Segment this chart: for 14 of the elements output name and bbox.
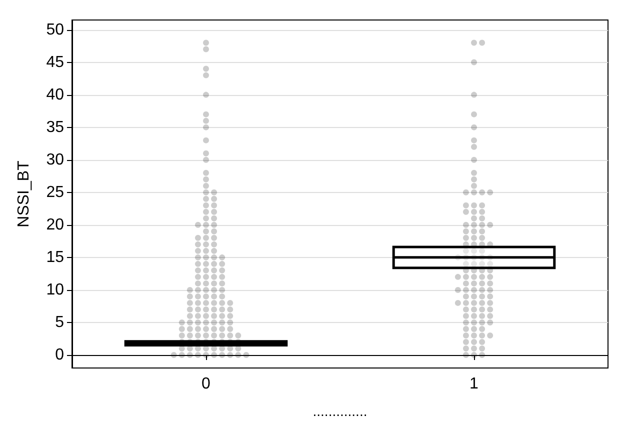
x-axis-title: .............. [312, 403, 368, 419]
y-tick-label: 30 [46, 151, 64, 168]
y-axis-title: NSSI_BT [16, 160, 32, 228]
y-tick-label: 0 [55, 346, 64, 364]
y-tick-label: 50 [46, 21, 64, 38]
y-tick-label: 45 [46, 54, 64, 71]
y-tick-label: 25 [46, 184, 64, 201]
y-tick-label: 35 [46, 118, 64, 136]
y-tick-label: 5 [55, 314, 64, 331]
y-tick-label: 40 [46, 86, 64, 104]
y-tick-label: 15 [46, 248, 64, 266]
y-tick-label: 10 [46, 281, 64, 298]
x-tick-label: 1 [470, 376, 479, 392]
y-tick-label: 20 [46, 216, 64, 234]
